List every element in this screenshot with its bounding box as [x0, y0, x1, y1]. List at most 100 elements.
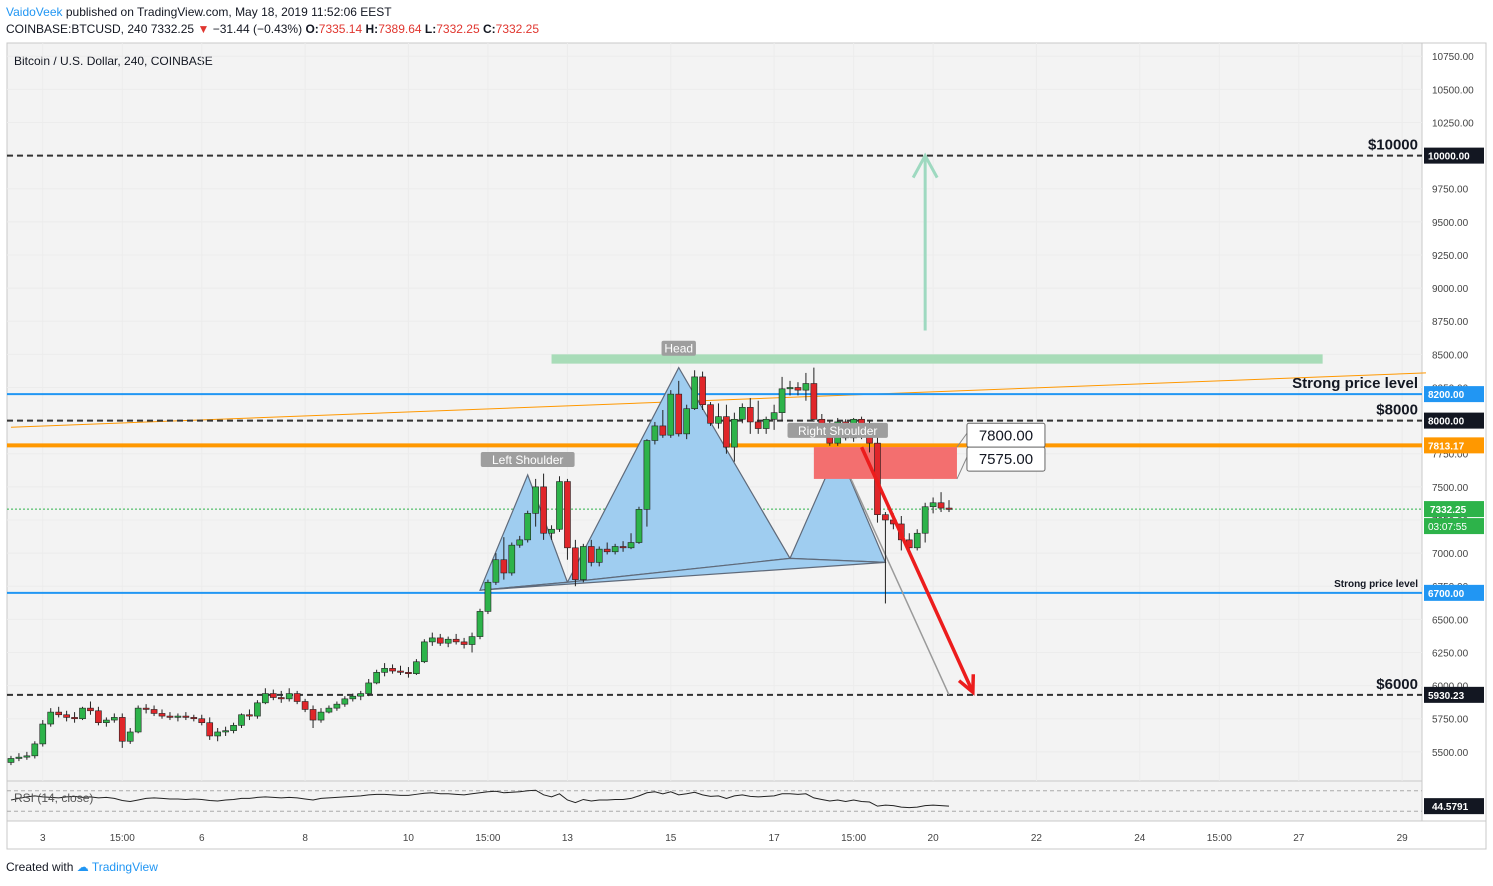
rsi-label: RSI (14, close) [14, 791, 93, 805]
candle-body [158, 713, 166, 717]
neckline-band[interactable] [479, 557, 886, 591]
x-tick-label: 15:00 [475, 833, 500, 844]
candle-body [198, 718, 206, 724]
candle-body [31, 743, 39, 757]
y-tick-label: 5750.00 [1432, 715, 1469, 726]
plot-background[interactable] [6, 42, 1423, 782]
candle-body [659, 425, 667, 436]
rsi-value-tag [1424, 798, 1484, 815]
candle-body [166, 715, 174, 718]
candle-body [150, 709, 158, 714]
candle-body [55, 711, 62, 716]
x-tick-label: 15:00 [1207, 833, 1232, 844]
x-tick-label: 27 [1293, 833, 1305, 844]
candle-body [794, 387, 802, 391]
candle-body [667, 393, 675, 436]
candle-body [619, 546, 627, 549]
x-tick-label: 10 [403, 833, 415, 844]
candle-body [206, 722, 214, 737]
candle-body [786, 387, 794, 390]
candle-body [269, 693, 277, 698]
candle-body [683, 408, 690, 435]
candle-body [913, 532, 921, 549]
candle-body [23, 755, 31, 758]
publish-line: VaidoVeek published on TradingView.com, … [6, 5, 392, 19]
y-tick-label: 5500.00 [1432, 748, 1469, 759]
candle-body [39, 723, 47, 745]
tradingview-brand-link[interactable]: TradingView [91, 860, 158, 874]
red-target-arrow[interactable] [859, 446, 975, 693]
candle-body [770, 412, 778, 420]
y-tick-label: 10500.00 [1432, 85, 1474, 96]
rsi-line[interactable] [10, 789, 950, 809]
candle-body [214, 731, 221, 737]
y-tick-label: 7750.00 [1432, 450, 1469, 461]
candle-body [587, 546, 595, 563]
candle-body [572, 547, 579, 580]
candle-body [413, 661, 420, 674]
y-tick-label: 7500.00 [1432, 483, 1469, 494]
candle-body [277, 697, 285, 700]
candle-body [421, 641, 428, 663]
projection-line[interactable] [837, 449, 950, 696]
candle-body [126, 731, 134, 742]
candle-body [428, 637, 436, 643]
y-tick-label: 9750.00 [1432, 185, 1469, 196]
callout-box[interactable] [966, 446, 1046, 472]
candle-body [333, 703, 341, 709]
candle-body [118, 717, 126, 742]
last-price-tag [1424, 501, 1484, 518]
candle-body [778, 388, 786, 413]
time-axis-area[interactable] [6, 820, 1487, 850]
x-tick-label: 29 [1397, 833, 1409, 844]
candle-body [754, 421, 762, 429]
candle-body [595, 548, 603, 563]
candle-body [460, 641, 468, 645]
close-label: C: [482, 22, 496, 36]
candle-body [389, 668, 396, 672]
y-tick-label: 8500.00 [1432, 350, 1469, 361]
rising-trendline[interactable] [10, 372, 1426, 428]
strong-level-label: Strong price level [1334, 579, 1418, 590]
candle-body [468, 636, 476, 645]
candle-body [484, 581, 492, 612]
candle-body [675, 393, 683, 435]
candle-body [945, 507, 953, 510]
candle-body [882, 514, 889, 521]
callout-pointer [956, 432, 968, 448]
left-shoulder-label-badge [480, 452, 575, 468]
head-label-badge [661, 340, 696, 356]
y-tick-label: 8750.00 [1432, 317, 1469, 328]
green-arrow-head-icon [911, 152, 939, 179]
chart-title: Bitcoin / U.S. Dollar, 240, COINBASE [14, 54, 213, 68]
candle-body [405, 672, 412, 674]
candle-body [921, 506, 929, 534]
candle-body [246, 714, 253, 717]
strong-level-label: Strong price level [1292, 375, 1418, 392]
candle-body [325, 707, 333, 713]
price-tag-label: 7813.17 [1428, 441, 1465, 452]
rsi-pane-background[interactable] [6, 780, 1423, 822]
rsi-value: 44.5791 [1432, 802, 1469, 813]
candle-body [381, 668, 388, 673]
head-resistance-zone[interactable] [551, 354, 1323, 364]
candle-body [731, 418, 738, 448]
candle-body [238, 714, 245, 726]
candle-body [937, 502, 945, 509]
price-tag-label: 10000.00 [1428, 152, 1470, 163]
candle-body [580, 546, 587, 580]
candle-body [635, 509, 643, 543]
candle-body [230, 725, 237, 731]
sell-zone-box[interactable] [813, 447, 957, 479]
candle-body [715, 416, 722, 424]
candle-body [174, 715, 182, 718]
price-tag [1424, 437, 1484, 454]
author-link[interactable]: VaidoVeek [6, 5, 63, 19]
candle-body [95, 710, 102, 724]
x-tick-label: 24 [1134, 833, 1146, 844]
candle-body [349, 695, 357, 700]
candle-body [492, 559, 500, 583]
candle-body [564, 481, 571, 549]
x-tick-label: 20 [928, 833, 940, 844]
